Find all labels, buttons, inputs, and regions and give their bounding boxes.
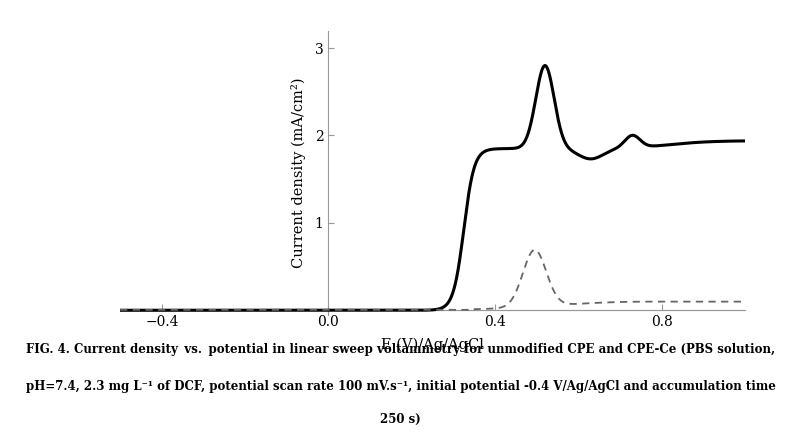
Text: pH=7.4, 2.3 mg L⁻¹ of DCF, potential scan rate 100 mV.s⁻¹, initial potential -0.: pH=7.4, 2.3 mg L⁻¹ of DCF, potential sca… — [26, 380, 775, 393]
Y-axis label: Current density (mA/cm²): Current density (mA/cm²) — [292, 77, 306, 268]
Text: FIG. 4. Current density  vs.  potential in linear sweep voltammetry for unmodifi: FIG. 4. Current density vs. potential in… — [26, 343, 775, 356]
Text: 250 s): 250 s) — [380, 413, 421, 426]
X-axis label: E (V)/Ag/AgCl: E (V)/Ag/AgCl — [381, 337, 484, 352]
